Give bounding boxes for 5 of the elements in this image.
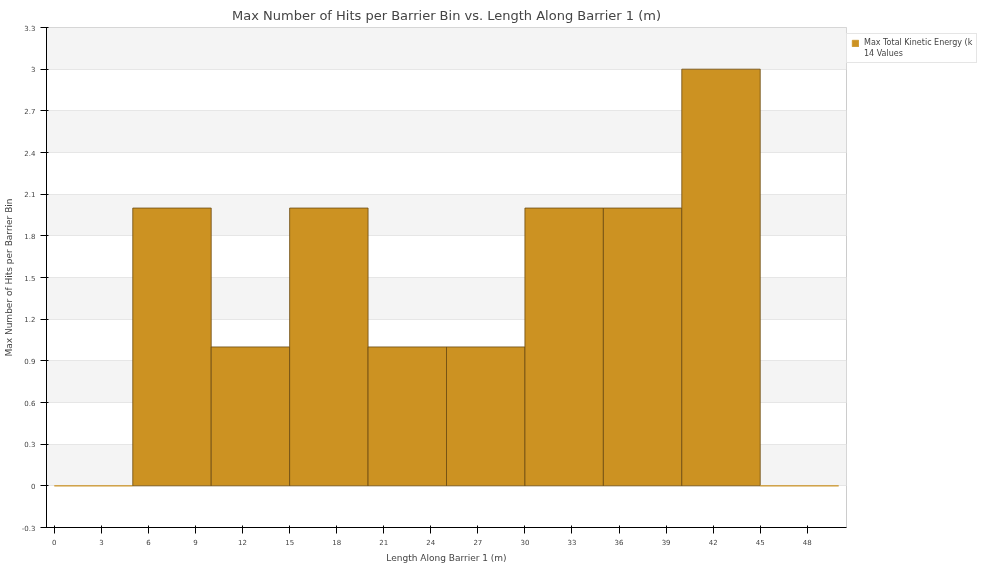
y-axis-title: Max Number of Hits per Barrier Bin [3, 198, 14, 357]
legend-label: Max Total Kinetic Energy (k [864, 38, 973, 47]
text: 14 Values [864, 49, 903, 58]
chart-title: Max Number of Hits per Barrier Bin vs. Length Along Barrier 1 (m) [232, 7, 661, 23]
x-axis-title: Length Along Barrier 1 (m) [386, 552, 507, 563]
